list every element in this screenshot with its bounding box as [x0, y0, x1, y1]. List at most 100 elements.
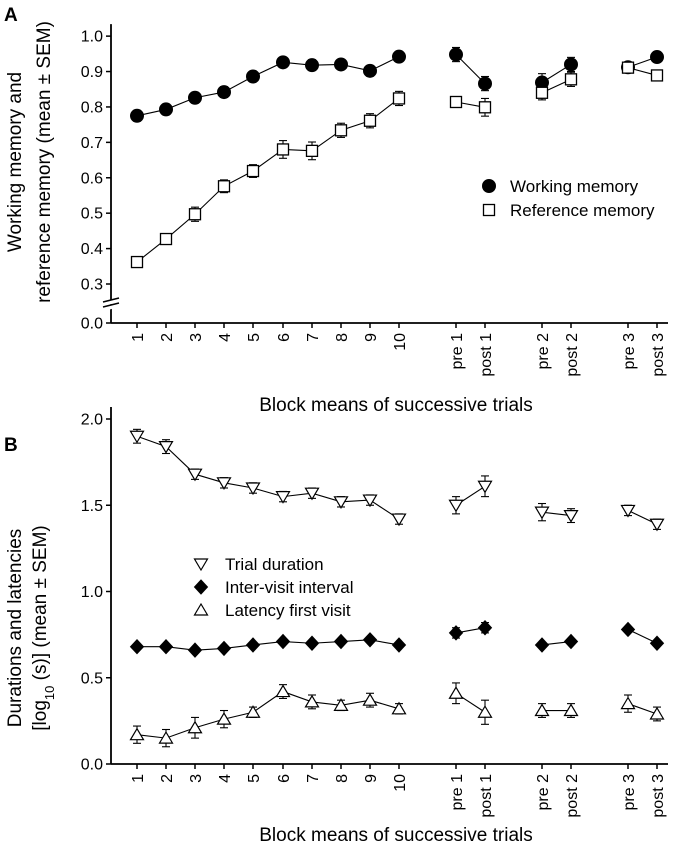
panel-b-series-trial-duration-point — [216, 477, 232, 491]
panel-b-xtick-label: 5 — [246, 774, 263, 783]
panel-a-ytick-label: 0.8 — [81, 99, 103, 116]
panel-a-series-reference-memory-point — [305, 144, 319, 158]
panel-b-xtick-label: 7 — [305, 774, 322, 783]
panel-b-series-trial-duration-point — [187, 468, 203, 482]
panel-b-series-inter-visit-interval-point — [649, 635, 665, 651]
panel-a-xtick-label: 1 — [130, 333, 147, 342]
ylabel-log-subscript: 10 — [42, 686, 57, 700]
panel-b-series-inter-visit-interval-point — [477, 619, 493, 636]
panel-b-series-latency-first-visit-point — [649, 706, 665, 720]
panel-a-series-reference-memory-point — [246, 164, 260, 178]
panel-a-xtick-label: 4 — [217, 333, 234, 342]
panel-b-xtick-label: pre 3 — [621, 774, 638, 811]
panel-a-ytick-label: 1.0 — [81, 29, 103, 46]
panel-b-series-inter-visit-interval-point — [620, 621, 636, 638]
panel-b-series-inter-visit-interval-point — [129, 638, 145, 655]
panel-a-series-working-memory-point — [334, 57, 348, 72]
panel-b-legend-marker — [193, 579, 209, 595]
panel-b-legend-marker — [193, 558, 209, 572]
panel-b-series-inter-visit-interval-point — [216, 640, 232, 657]
panel-a-series-working-memory-point — [650, 50, 664, 65]
panel-b-xtick-label: pre 2 — [535, 774, 552, 811]
panel-a-legend-marker — [482, 203, 496, 217]
panel-a-series-reference-memory-point — [535, 86, 549, 99]
panel-b-series-trial-duration-point — [391, 513, 407, 527]
panel-b-ytick-label: 1.5 — [81, 498, 103, 515]
panel-a-series-reference-memory-point — [334, 124, 348, 137]
panel-b-series-trial-duration-point — [304, 487, 320, 501]
panel-a-legend-label: Working memory — [510, 177, 639, 196]
panel-a-xlabel: Block means of successive trials — [259, 395, 533, 416]
panel-b-series-trial-duration-point — [333, 496, 349, 509]
panel-b-xtick-label: 4 — [217, 774, 234, 783]
ylabel-units-part: (s)] (mean ± SEM) — [30, 525, 51, 685]
panel-a-xtick-label: 9 — [363, 333, 380, 342]
panel-b-series-inter-visit-interval-point — [304, 635, 320, 651]
panel-a-xtick-label: pre 2 — [535, 333, 552, 370]
ylabel-log-part: [log — [30, 700, 51, 731]
panel-b-xlabel: Block means of successive trials — [259, 825, 533, 846]
panel-b-series-latency-first-visit-point — [187, 720, 203, 734]
panel-a-series-reference-memory-point — [449, 95, 463, 109]
panel-b-series-latency-first-visit-point — [158, 730, 174, 744]
panel-b-series-trial-duration-point — [275, 491, 291, 504]
panel-b-xtick-label: 3 — [188, 774, 205, 783]
panel-b-series-trial-duration-line — [541, 511, 572, 517]
panel-a-series-working-memory-point — [217, 85, 231, 100]
panel-a-xtick-label: 5 — [246, 333, 263, 342]
panel-b-xtick-label: post 3 — [650, 774, 667, 818]
panel-b-series-trial-duration-point — [129, 430, 145, 444]
panel-a-series-working-memory-point — [392, 49, 406, 64]
panel-b-xtick-label: 8 — [334, 774, 351, 783]
panel-a-xtick-label: 7 — [305, 333, 322, 342]
panel-b-xtick-label: 2 — [159, 774, 176, 783]
panel-a-series-reference-memory-point — [130, 255, 144, 269]
panel-b-series-latency-first-visit-point — [333, 698, 349, 711]
panel-a-xtick-label: post 3 — [650, 333, 667, 377]
panel-a-series-working-memory-point — [130, 108, 144, 123]
panel-b-series-inter-visit-interval-point — [187, 642, 203, 658]
panel-b-series-trial-duration-point — [158, 441, 174, 454]
panel-a-series-working-memory-point — [564, 57, 578, 72]
panel-b-series-inter-visit-interval-point — [362, 632, 378, 648]
panel-b-series-trial-duration-point — [362, 494, 378, 508]
panel-b-series-latency-first-visit-point — [534, 703, 550, 717]
panel-b-legend-label: Trial duration — [225, 555, 324, 574]
panel-b-series-trial-duration-line — [136, 435, 400, 520]
panel-a-xtick-label: 10 — [392, 333, 409, 351]
panel-a-legend-label: Reference memory — [510, 201, 655, 220]
panel-b-series-trial-duration-point — [620, 504, 636, 518]
panel-a-ytick-label: 0.9 — [81, 64, 103, 81]
panel-b-ytick-label: 0.0 — [81, 757, 103, 774]
panel-a-series-working-memory-point — [363, 63, 377, 78]
panel-a-series-reference-memory-point — [621, 61, 635, 74]
panel-b-series-latency-first-visit-line — [136, 690, 400, 739]
panel-b-ylabel-line1: Durations and latencies — [5, 529, 26, 728]
panel-a-series-reference-memory-point — [564, 73, 578, 86]
panel-b-legend-marker — [193, 602, 209, 616]
panel-b-series-inter-visit-interval-point — [391, 637, 407, 653]
panel-a-xtick-label: 8 — [334, 333, 351, 342]
panel-b-series-latency-first-visit-point — [129, 727, 145, 741]
panel-a-series-working-memory-point — [449, 47, 463, 62]
panel-a-series-working-memory-point — [159, 102, 173, 117]
panel-b-xtick-label: post 1 — [478, 774, 495, 818]
panel-a-series-working-memory-line — [136, 56, 400, 117]
panel-a-axis-break-mark-1 — [102, 302, 120, 308]
panel-b-series-latency-first-visit-point — [275, 684, 291, 698]
panel-a-ytick-label: 0.5 — [81, 206, 103, 223]
panel-a-axis-break-gap-1 — [102, 303, 120, 311]
panel-a-ylabel-line1: Working memory and — [5, 72, 26, 252]
panel-b-series-inter-visit-interval-point — [245, 637, 261, 653]
panel-a-ytick-label: 0.0 — [81, 316, 103, 333]
panel-b-xtick-label: 10 — [392, 774, 409, 792]
panel-a-series-working-memory-point — [478, 76, 492, 91]
panel-a-series-reference-memory-point — [650, 69, 664, 82]
panel-a-axis-break-mark-0 — [102, 297, 120, 303]
panel-b-series-latency-first-visit-point — [304, 694, 320, 708]
panel-b-xtick-label: 6 — [276, 774, 293, 783]
panel-a-ytick-label: 0.6 — [81, 170, 103, 187]
panel-a-ytick-label: 0.3 — [81, 277, 103, 294]
panel-a-series-reference-memory-point — [478, 101, 492, 114]
